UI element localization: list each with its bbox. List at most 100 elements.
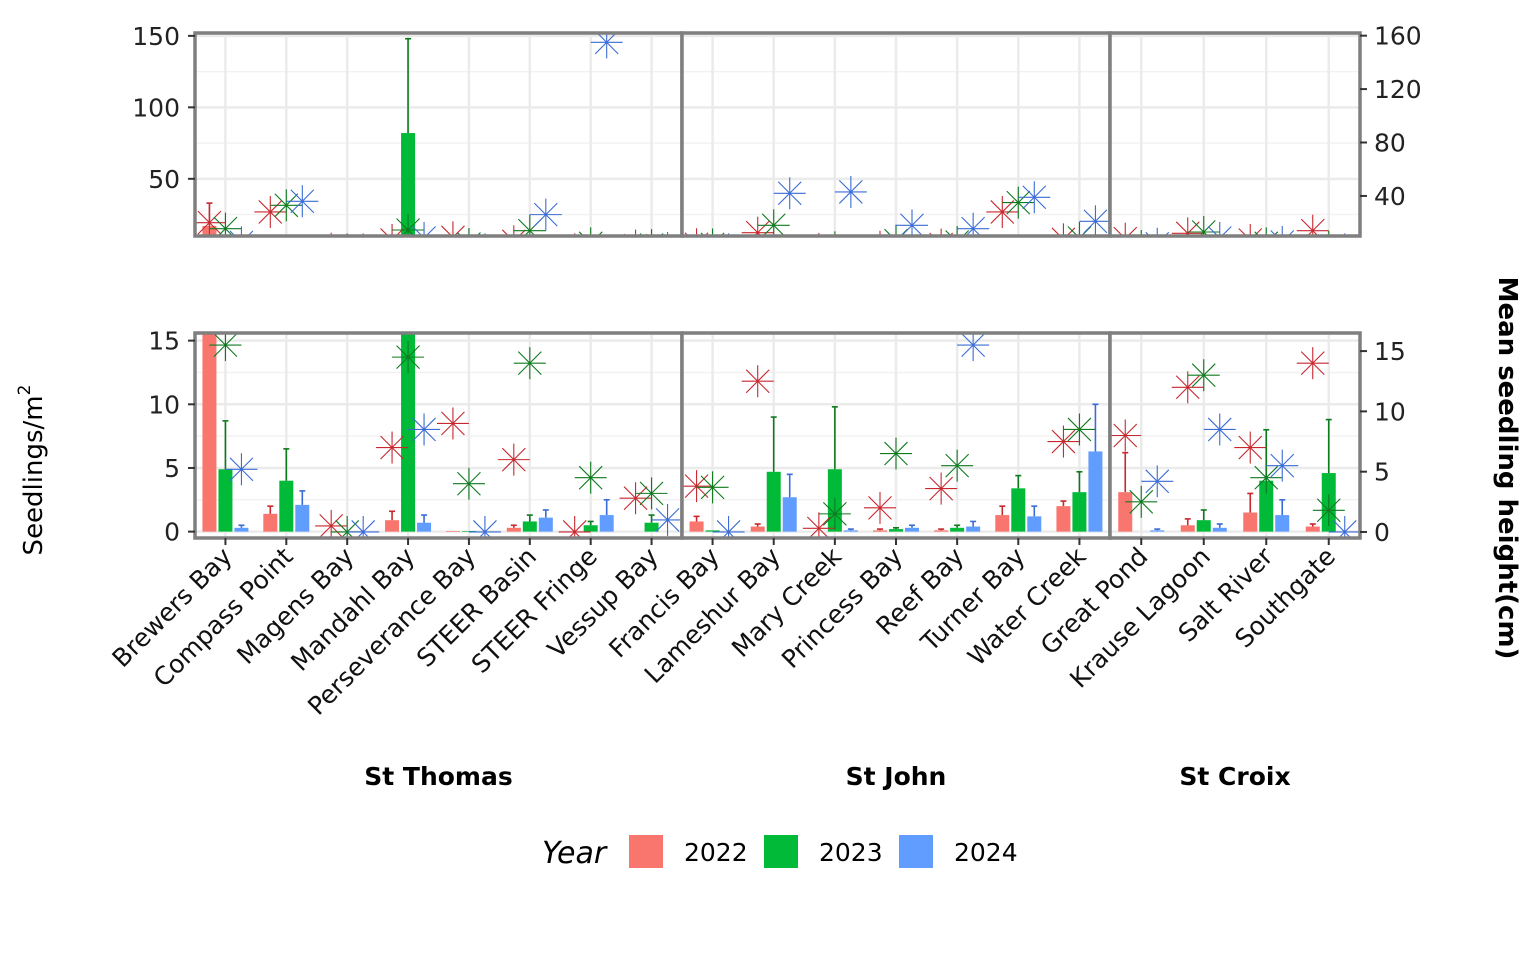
bar-2024-water-creek bbox=[1088, 451, 1103, 532]
bar-2024-lameshur-bay bbox=[782, 497, 797, 532]
height-marker-2024-water-creek bbox=[1079, 205, 1110, 236]
bar-2022-krause-lagoon bbox=[1180, 525, 1195, 532]
bar-2022-brewers-bay bbox=[202, 333, 217, 532]
bar-2023-krause-lagoon bbox=[1196, 520, 1211, 532]
height-marker-2023-mandahl-bay bbox=[392, 213, 425, 236]
bar-2024-princess-bay bbox=[905, 527, 919, 532]
height-marker-2023-lameshur-bay bbox=[757, 209, 790, 236]
height-marker-2024-turner-bay bbox=[1018, 181, 1051, 214]
bar-2023-vessup-bay bbox=[645, 249, 659, 250]
height-marker-2023-krause-lagoon bbox=[1187, 215, 1220, 236]
height-marker-2024-mandahl-bay bbox=[412, 222, 436, 236]
bar-2024-turner-bay bbox=[1027, 516, 1042, 532]
bar-2024-water-creek bbox=[1088, 241, 1102, 250]
height-marker-2023-reef-bay bbox=[945, 226, 970, 236]
bar-2022-turner-bay bbox=[995, 515, 1010, 532]
height-marker-2022-great-pond bbox=[1113, 222, 1138, 236]
y-left-tick-label: 100 bbox=[132, 93, 180, 122]
height-marker-2024-francis-bay bbox=[728, 233, 730, 236]
bar-2023-compass-point bbox=[279, 480, 294, 532]
height-marker-2022-perseverance-bay bbox=[436, 407, 469, 440]
bar-2023-perseverance-bay bbox=[461, 530, 476, 532]
bar-2022-mandahl-bay bbox=[385, 249, 399, 250]
height-marker-2023-mary-creek bbox=[818, 497, 851, 530]
height-marker-2022-krause-lagoon bbox=[1171, 217, 1204, 236]
bar-2024-steer-basin bbox=[539, 249, 553, 251]
height-marker-2022-southgate bbox=[1296, 347, 1329, 380]
bar-2023-lameshur-bay bbox=[767, 244, 781, 251]
legend-swatch-2023 bbox=[764, 835, 798, 868]
bar-2022-lameshur-bay bbox=[750, 526, 765, 532]
height-marker-2023-perseverance-bay bbox=[452, 467, 485, 500]
bar-2023-steer-fringe bbox=[584, 250, 598, 251]
height-marker-2024-lameshur-bay bbox=[773, 177, 806, 210]
height-marker-2023-brewers-bay bbox=[209, 212, 242, 236]
legend-label-2024: 2024 bbox=[954, 838, 1018, 867]
height-marker-2022-francis-bay bbox=[684, 228, 709, 236]
bar-2022-southgate bbox=[1306, 250, 1320, 251]
height-marker-2024-reef-bay bbox=[957, 333, 990, 362]
upper-facet-st-croix bbox=[1110, 33, 1360, 251]
lower-facet-st-john bbox=[682, 333, 1110, 538]
island-strip-labels: St Thomas St John St Croix bbox=[364, 762, 1290, 791]
height-marker-2023-steer-fringe bbox=[574, 461, 607, 494]
height-marker-2022-lameshur-bay bbox=[741, 365, 774, 398]
height-marker-2024-steer-basin bbox=[529, 198, 562, 231]
height-marker-2023-krause-lagoon bbox=[1187, 359, 1220, 392]
height-marker-2022-brewers-bay bbox=[193, 275, 225, 307]
bar-2022-compass-point bbox=[263, 513, 278, 532]
height-marker-2022-southgate bbox=[1296, 214, 1329, 236]
y-right-tick-label: 15 bbox=[1374, 337, 1406, 366]
height-marker-2024-perseverance-bay bbox=[484, 233, 486, 236]
bar-2023-southgate bbox=[1322, 244, 1336, 251]
height-marker-2024-mandahl-bay bbox=[408, 413, 441, 446]
y-left-tick-label: 5 bbox=[164, 454, 180, 483]
lower-panel bbox=[193, 275, 1362, 540]
bar-2023-compass-point bbox=[279, 245, 293, 251]
height-marker-2023-brewers-bay bbox=[209, 333, 242, 362]
height-marker-2024-krause-lagoon bbox=[1207, 222, 1232, 236]
height-marker-2022-great-pond bbox=[1110, 419, 1142, 452]
bar-2024-brewers-bay bbox=[234, 527, 249, 532]
height-marker-2023-reef-bay bbox=[941, 449, 974, 482]
bar-2024-compass-point bbox=[295, 504, 310, 532]
lower-facet-st-thomas bbox=[193, 275, 682, 538]
height-marker-2023-francis-bay bbox=[700, 228, 725, 236]
y-left-axis-title: Seedlings/m2 bbox=[15, 385, 49, 556]
bar-2023-vessup-bay bbox=[644, 522, 659, 532]
height-marker-2022-mandahl-bay bbox=[376, 431, 409, 464]
panel-background bbox=[195, 33, 682, 236]
height-marker-2022-lameshur-bay bbox=[741, 216, 774, 236]
height-marker-2022-reef-bay bbox=[929, 228, 954, 236]
bar-2022-princess-bay bbox=[873, 530, 887, 532]
height-marker-2023-mandahl-bay bbox=[392, 341, 425, 374]
upper-right-axis: 40 80 120 160 bbox=[1360, 22, 1422, 211]
height-marker-2023-magens-bay bbox=[346, 233, 348, 236]
height-marker-2024-salt-river bbox=[1266, 449, 1299, 482]
bar-2023-water-creek bbox=[1072, 246, 1086, 250]
height-marker-2022-salt-river bbox=[1238, 224, 1263, 236]
height-marker-2023-water-creek bbox=[1063, 413, 1096, 446]
upper-left-axis: 50 100 150 bbox=[132, 22, 195, 194]
legend: Year 2022 2023 2024 bbox=[542, 835, 1018, 871]
height-marker-2024-great-pond bbox=[1141, 465, 1174, 498]
bar-2022-southgate bbox=[1305, 526, 1320, 532]
height-marker-2022-francis-bay bbox=[682, 470, 713, 503]
panel-border bbox=[1108, 331, 1362, 540]
bar-2024-salt-river bbox=[1275, 248, 1289, 250]
island-label-st-john: St John bbox=[846, 762, 947, 791]
height-marker-2022-steer-basin bbox=[497, 443, 530, 476]
bar-2022-salt-river bbox=[1243, 248, 1257, 250]
bar-2023-turner-bay bbox=[1011, 488, 1026, 532]
height-marker-2022-mary-creek bbox=[818, 232, 820, 236]
height-marker-2022-salt-river bbox=[1234, 431, 1267, 464]
height-marker-2024-compass-point bbox=[286, 185, 319, 218]
height-marker-2022-water-creek bbox=[1047, 425, 1080, 458]
height-marker-2022-magens-bay bbox=[315, 509, 348, 538]
height-marker-2022-mary-creek bbox=[802, 512, 835, 538]
y-left-axis-title-superscript: 2 bbox=[15, 385, 35, 396]
height-marker-2022-water-creek bbox=[1051, 223, 1076, 236]
bar-2023-lameshur-bay bbox=[766, 471, 781, 532]
bar-2024-lameshur-bay bbox=[783, 246, 797, 250]
